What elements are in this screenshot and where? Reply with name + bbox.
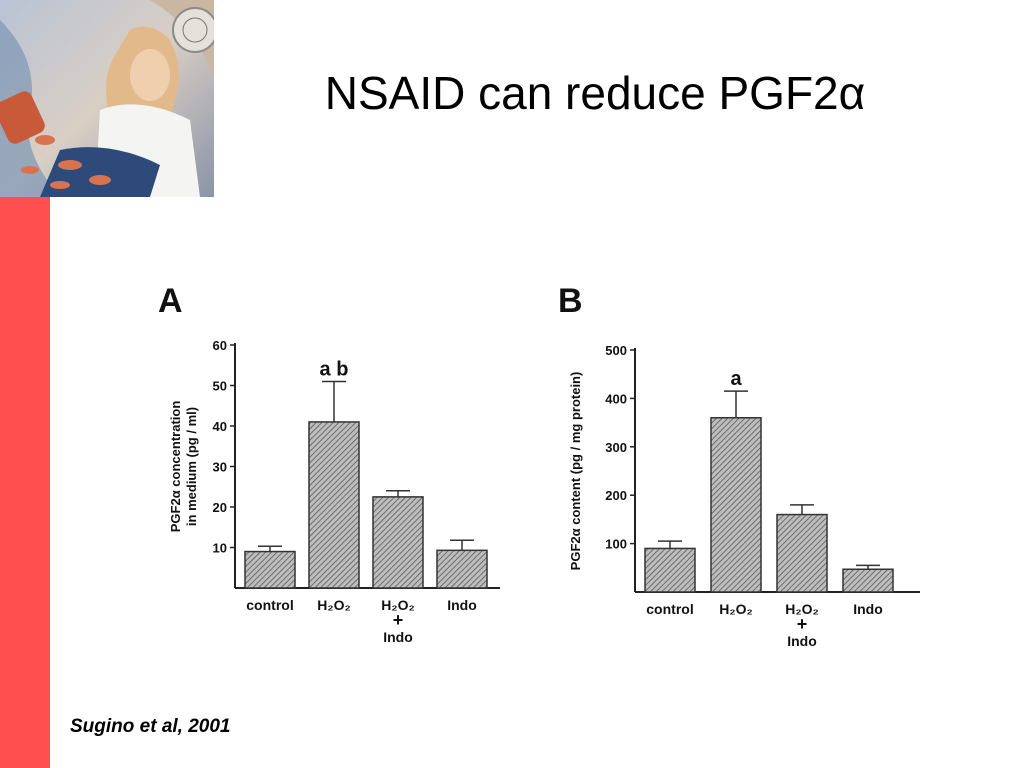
category-label: H₂O₂ [317,597,350,613]
bar [436,549,488,589]
slide-title: NSAID can reduce PGF2α [324,67,866,119]
bar [842,568,894,593]
y-tick-label: 10 [213,541,227,556]
y-tick-label: 50 [213,379,227,394]
category-label: H₂O₂ [719,601,752,617]
y-tick-label: 30 [213,460,227,475]
figure-panels: A 10 20 30 40 50 60 PGF2α concentration in mediu… [140,270,940,665]
y-tick-label: 100 [605,537,627,552]
y-axis-label: PGF2α content (pg / mg protein) [568,372,583,571]
y-tick-label: 20 [213,500,227,515]
y-tick-label: 500 [605,343,627,358]
bar-annotation: a [730,368,742,390]
y-axis-label: PGF2α concentration [168,401,183,533]
bar-annotation: a b [320,358,349,380]
accent-bar [0,197,50,768]
bar [644,547,696,593]
y-tick-label: 200 [605,488,627,503]
category-label: Indo [447,597,477,613]
woman-with-pills-illustration [0,0,214,197]
category-label: Indo [383,629,413,645]
y-tick-label: 400 [605,391,627,406]
category-label: Indo [787,633,817,649]
bar [372,496,424,589]
y-tick-label: 300 [605,440,627,455]
y-tick-label: 40 [213,419,227,434]
chart-panel-a: A 10 20 30 40 50 60 PGF2α concentration in mediu… [158,282,500,645]
category-label: control [246,597,293,613]
panel-label: A [158,282,183,320]
bar [244,550,296,589]
category-label: + [393,610,404,630]
category-label: control [646,601,693,617]
category-label: H₂O₂ [785,601,818,617]
bar [776,513,828,593]
panel-label: B [558,282,583,320]
chart-panel-b: B 100 200 300 400 500 PGF2α content (pg / mg p… [558,282,920,649]
category-label: + [797,614,808,634]
bar-charts: A 10 20 30 40 50 60 PGF2α concentration in mediu… [158,282,920,649]
category-label: H₂O₂ [381,597,414,613]
bar [308,421,360,589]
y-axis-label: in medium (pg / ml) [184,407,199,526]
y-tick-label: 60 [213,338,227,353]
category-label: Indo [853,601,883,617]
citation: Sugino et al, 2001 [70,716,231,737]
bar [710,417,762,593]
